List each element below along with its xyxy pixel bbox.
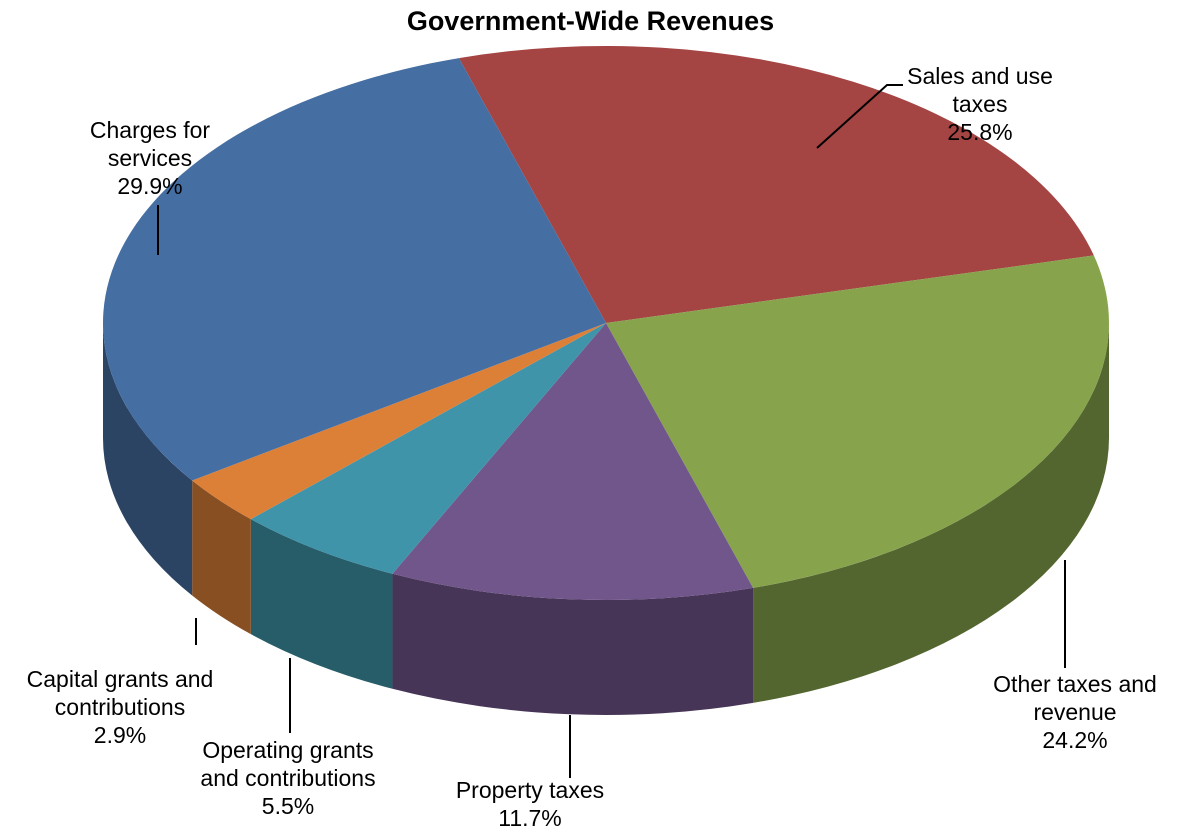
pie-slice-other <box>606 255 1109 588</box>
slice-label-other: Other taxes and revenue 24.2% <box>993 671 1157 753</box>
slice-label-sales: Sales and use taxes 25.8% <box>907 63 1053 145</box>
pie-side-operating <box>250 519 393 689</box>
slice-label-property: Property taxes 11.7% <box>455 777 605 831</box>
slice-label-operating: Operating grants and contributions 5.5% <box>200 737 376 819</box>
chart-title: Government-Wide Revenues <box>406 6 775 36</box>
pie-slice-charges <box>103 58 607 481</box>
pie-side-property <box>392 573 754 715</box>
pie-side-capital <box>192 480 251 635</box>
pie-slice-operating <box>250 323 606 574</box>
leader-line-sales <box>816 84 903 149</box>
pie-slice-property <box>392 323 754 600</box>
pie-side-charges <box>103 323 193 596</box>
pie-slice-capital <box>192 323 606 520</box>
pie-side-other <box>753 323 1109 703</box>
slice-label-capital: Capital grants and contributions 2.9% <box>26 666 214 748</box>
slice-label-charges: Charges for services 29.9% <box>89 117 211 199</box>
pie-slice-sales <box>458 46 1094 324</box>
